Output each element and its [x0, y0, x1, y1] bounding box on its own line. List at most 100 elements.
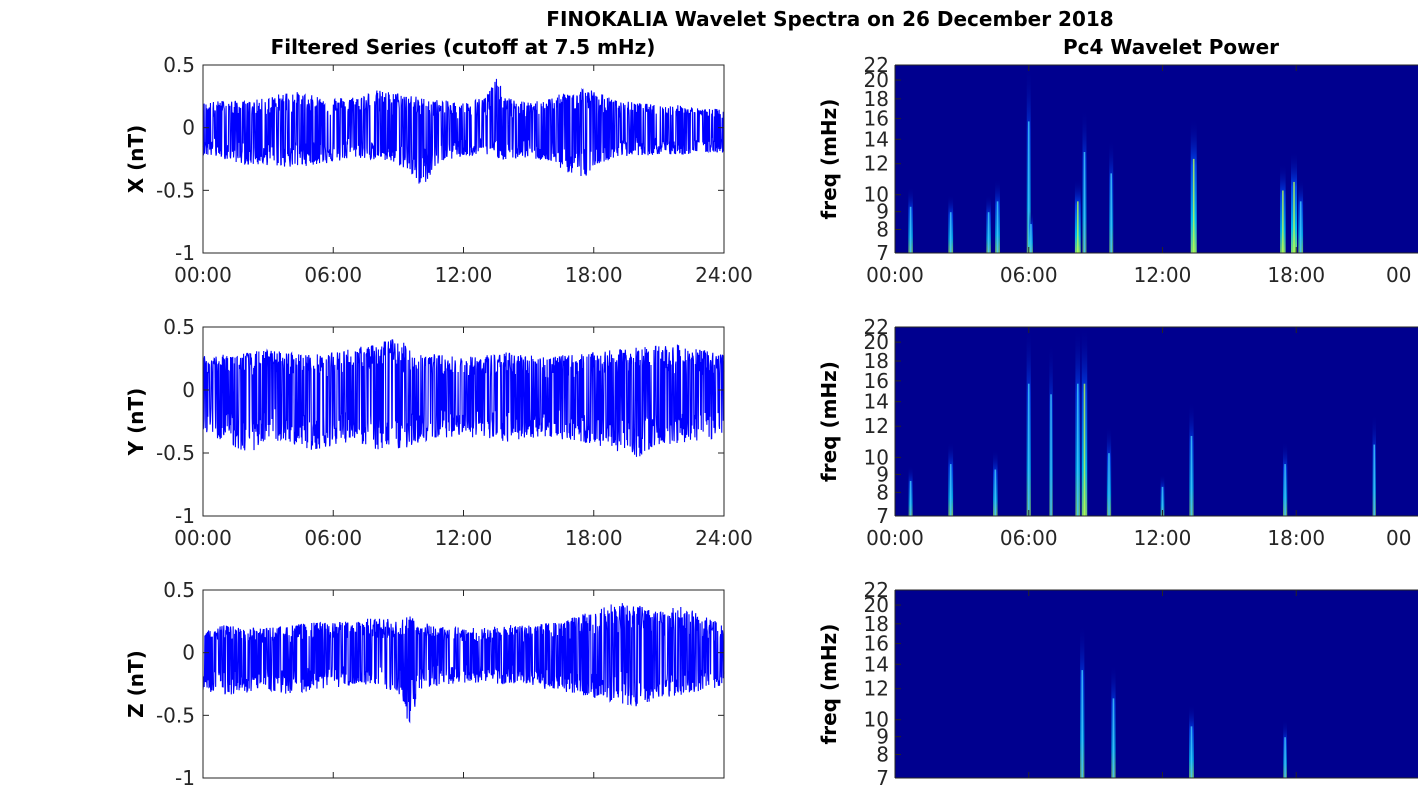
- y-tick-label: 20: [864, 68, 889, 92]
- wavelet-burst-core: [1076, 201, 1079, 253]
- y-tick-label: 9: [876, 725, 889, 749]
- x-tick-label: 00:00: [866, 526, 924, 550]
- x-tick-label: 18:00: [565, 263, 623, 287]
- y-tick-label: 9: [876, 462, 889, 486]
- wavelet-burst-core: [1083, 151, 1086, 253]
- x-tick-label: 18:00: [1267, 263, 1325, 287]
- x-tick-label: 00: [1386, 526, 1411, 550]
- data-line: [202, 339, 725, 457]
- y-tick-label: 12: [864, 152, 889, 176]
- y-tick-label: 22: [864, 53, 889, 77]
- y-tick-label: 18: [864, 349, 889, 373]
- y-tick-label: 22: [864, 315, 889, 339]
- y-axis-label: X (nT): [124, 125, 148, 194]
- y-tick-label: 0: [182, 378, 195, 402]
- wavelet-burst-core: [1373, 444, 1376, 516]
- wavelet-burst-core: [1112, 698, 1115, 778]
- x-tick-label: 00: [1386, 263, 1411, 287]
- y-tick-label: 14: [864, 390, 889, 414]
- x-tick-label: 00:00: [174, 526, 232, 550]
- wavelet-burst-core: [1108, 453, 1110, 516]
- wavelet-burst-core: [1282, 190, 1284, 253]
- wavelet-burst-core: [1161, 486, 1164, 516]
- y-tick-label: 22: [864, 578, 889, 602]
- wavelet-burst-core: [1284, 737, 1286, 778]
- y-tick-label: -0.5: [156, 178, 195, 202]
- x-tick-label: 12:00: [1134, 526, 1192, 550]
- timeseries-panel-1: 0.5 0 -0.5 -100:00 06:00 12:00 18:00 24:00 X (nT…: [124, 53, 753, 287]
- spectrum-background: [895, 590, 1418, 778]
- y-tick-label: 20: [864, 330, 889, 354]
- y-tick-label: 0: [182, 641, 195, 665]
- wavelet-burst-core: [1081, 670, 1084, 778]
- wavelet-burst-core: [1190, 435, 1193, 516]
- wavelet-burst-core: [1076, 383, 1079, 516]
- y-tick-label: 0.5: [163, 315, 195, 339]
- x-tick-label: 24:00: [695, 526, 753, 550]
- y-tick-label: -1: [175, 241, 195, 265]
- x-tick-label: 06:00: [304, 263, 362, 287]
- wavelet-burst-core: [1293, 181, 1295, 253]
- x-tick-label: 06:00: [1000, 526, 1058, 550]
- y-tick-label: 7: [876, 504, 889, 528]
- figure-title: FINOKALIA Wavelet Spectra on 26 December…: [546, 7, 1113, 31]
- x-tick-label: 06:00: [1000, 263, 1058, 287]
- wavelet-burst-core: [1027, 121, 1030, 253]
- y-tick-label: 8: [876, 480, 889, 504]
- y-tick-label: 14: [864, 652, 889, 676]
- timeseries-panel-3: 0.5 0 -0.5 -1 Z (nT): [124, 578, 725, 788]
- left-column-title: Filtered Series (cutoff at 7.5 mHz): [271, 35, 656, 59]
- y-tick-label: 0: [182, 116, 195, 140]
- y-tick-label: 8: [876, 743, 889, 767]
- wavelet-burst-core: [1030, 224, 1032, 253]
- right-column-title: Pc4 Wavelet Power: [1063, 35, 1279, 59]
- data-line: [202, 78, 725, 184]
- x-tick-label: 12:00: [435, 263, 493, 287]
- wavelet-burst-core: [949, 464, 952, 516]
- x-tick-label: 06:00: [304, 526, 362, 550]
- y-tick-label: 14: [864, 127, 889, 151]
- wavelet-burst-core: [909, 206, 912, 253]
- y-tick-label: 9: [876, 200, 889, 224]
- y-tick-label: 12: [864, 414, 889, 438]
- x-tick-label: 18:00: [565, 526, 623, 550]
- wavelet-burst-core: [1190, 726, 1193, 778]
- x-tick-label: 18:00: [1267, 526, 1325, 550]
- spectrum-background: [895, 65, 1418, 253]
- timeseries-panel-2: 0.5 0 -0.5 -100:00 06:00 12:00 18:00 24:00 Y (nT…: [124, 315, 753, 550]
- y-axis-label: freq (mHz): [817, 624, 841, 745]
- y-tick-label: 8: [876, 218, 889, 242]
- wavelet-burst-core: [1284, 464, 1286, 516]
- y-tick-label: 18: [864, 612, 889, 636]
- y-tick-label: 16: [864, 632, 889, 656]
- wavelet-burst-core: [987, 212, 990, 253]
- wavelet-burst-core: [949, 212, 952, 253]
- wavelet-burst-core: [1110, 173, 1113, 253]
- y-tick-label: 16: [864, 369, 889, 393]
- wavelet-burst-core: [996, 201, 999, 253]
- x-tick-label: 24:00: [695, 263, 753, 287]
- y-tick-label: -0.5: [156, 703, 195, 727]
- y-tick-label: 10: [864, 445, 889, 469]
- y-tick-label: 0.5: [163, 578, 195, 602]
- y-tick-label: 20: [864, 593, 889, 617]
- x-tick-label: 12:00: [435, 526, 493, 550]
- x-tick-label: 00:00: [866, 263, 924, 287]
- y-tick-label: 10: [864, 183, 889, 207]
- wavelet-burst-core: [1050, 394, 1052, 516]
- spectrum-background: [895, 327, 1418, 516]
- y-tick-label: 12: [864, 677, 889, 701]
- y-axis-label: freq (mHz): [817, 361, 841, 482]
- wavelet-burst-core: [1083, 383, 1086, 516]
- y-tick-label: -1: [175, 504, 195, 528]
- y-axis-label: freq (mHz): [817, 99, 841, 220]
- y-tick-label: 7: [876, 241, 889, 265]
- wavelet-burst-core: [909, 480, 912, 516]
- y-tick-label: 10: [864, 708, 889, 732]
- wavelet-burst-core: [994, 469, 997, 516]
- x-tick-label: 00:00: [174, 263, 232, 287]
- y-axis-label: Y (nT): [124, 388, 148, 457]
